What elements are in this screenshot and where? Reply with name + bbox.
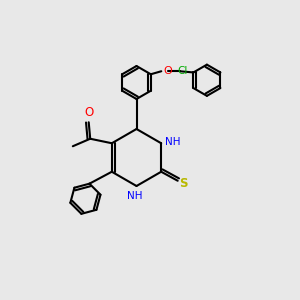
Text: S: S (179, 177, 188, 190)
Text: NH: NH (165, 137, 180, 147)
Text: Cl: Cl (178, 66, 188, 76)
Text: NH: NH (127, 191, 143, 201)
Text: O: O (164, 66, 172, 76)
Text: O: O (84, 106, 93, 118)
